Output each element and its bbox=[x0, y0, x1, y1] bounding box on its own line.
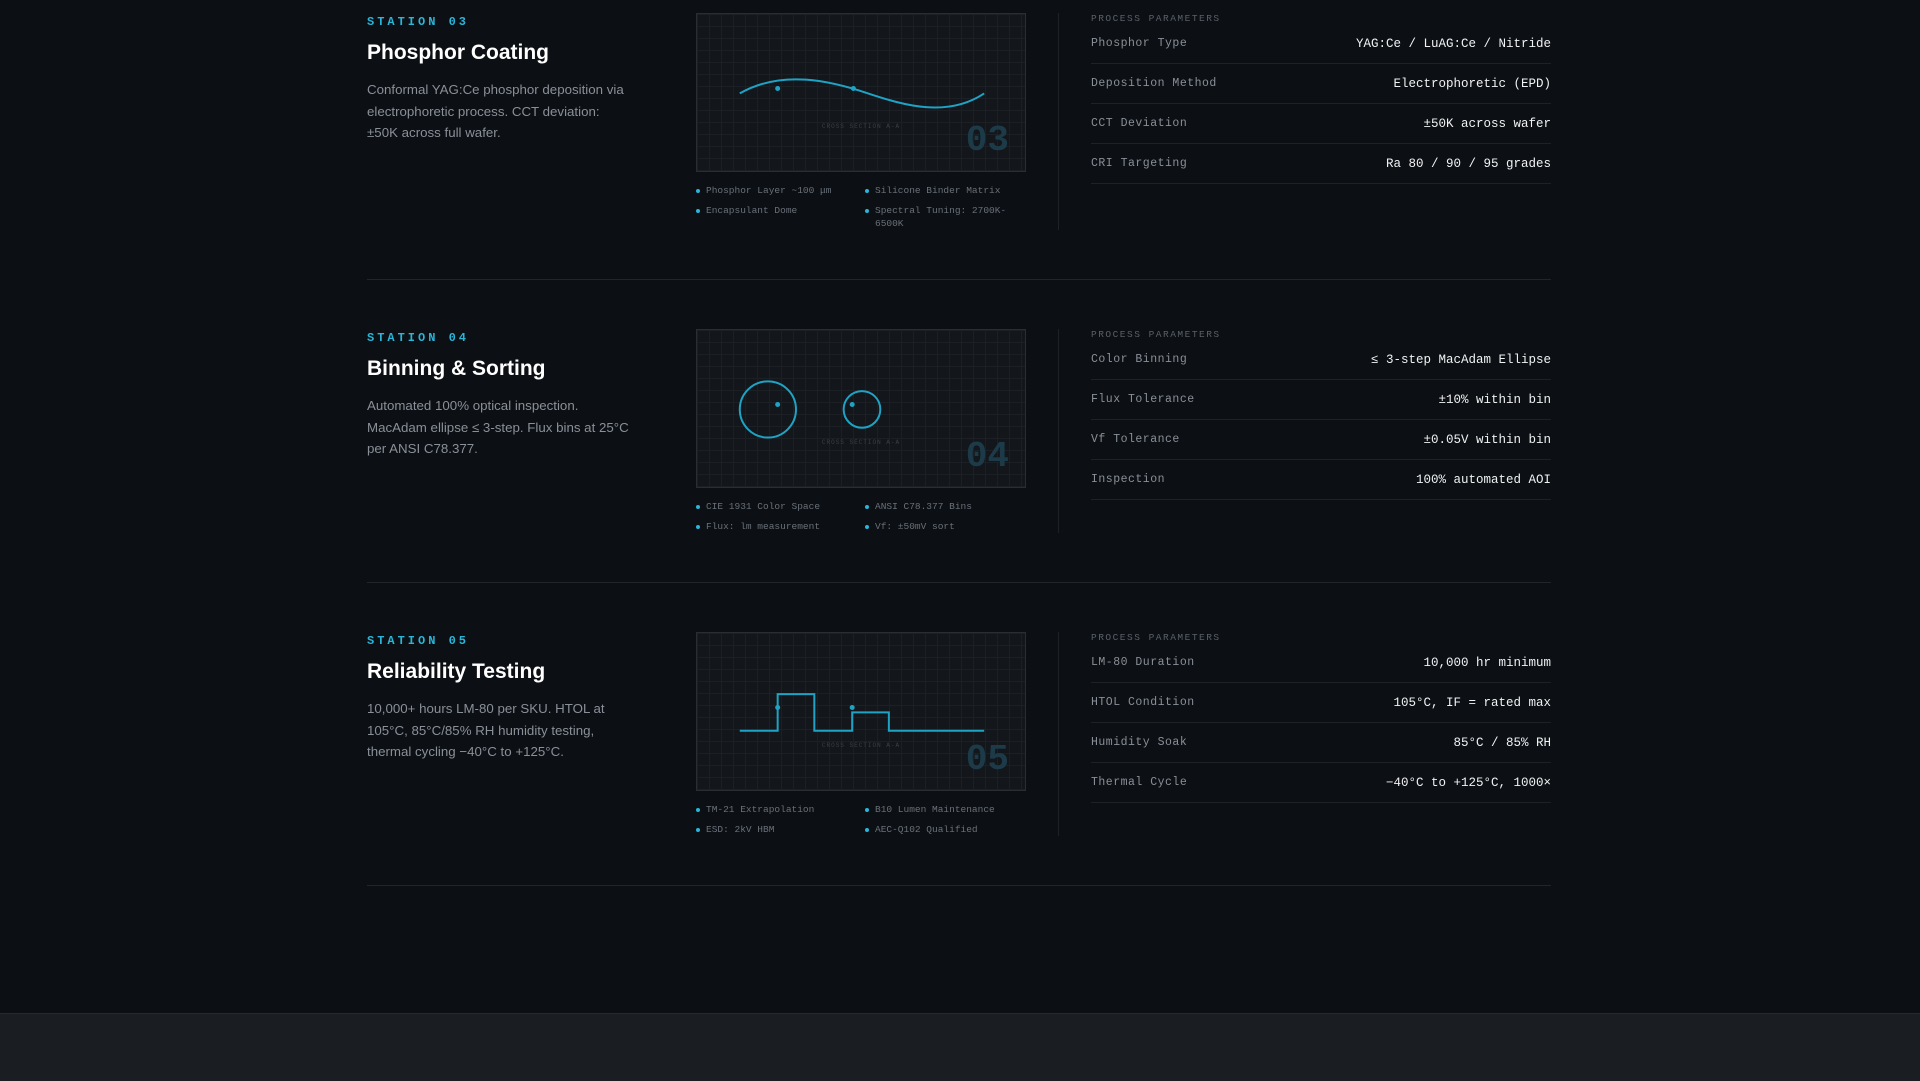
parameter-row: Color Binning ≤ 3-step MacAdam Ellipse bbox=[1091, 340, 1551, 380]
bullet: Vf: ±50mV sort bbox=[865, 520, 1026, 533]
parameter-row: CRI Targeting Ra 80 / 90 / 95 grades bbox=[1091, 144, 1551, 184]
parameters-header: PROCESS PARAMETERS bbox=[1091, 632, 1221, 643]
station-info: STATION 04 Binning & Sorting Automated 100… bbox=[367, 329, 630, 533]
diagram: CROSS SECTION A-A 05 bbox=[696, 632, 1026, 791]
station-label: STATION 04 bbox=[367, 331, 470, 345]
parameter-row: Deposition Method Electrophoretic (EPD) bbox=[1091, 64, 1551, 104]
parameter-row: Vf Tolerance ±0.05V within bin bbox=[1091, 420, 1551, 460]
parameter-value: 10,000 hr minimum bbox=[1423, 655, 1551, 670]
station-number: 04 bbox=[965, 436, 1009, 477]
parameter-label: Color Binning bbox=[1091, 353, 1188, 366]
parameters: PROCESS PARAMETERS Color Binning ≤ 3-step … bbox=[1059, 329, 1551, 533]
parameter-row: Humidity Soak 85°C / 85% RH bbox=[1091, 723, 1551, 763]
parameter-label: Inspection bbox=[1091, 473, 1166, 486]
parameters: PROCESS PARAMETERS Phosphor Type YAG:Ce / … bbox=[1059, 13, 1551, 230]
parameter-value: 105°C, IF = rated max bbox=[1393, 695, 1551, 710]
bullet-list: TM-21 Extrapolation B10 Lumen Maintenance… bbox=[696, 803, 1026, 836]
parameter-label: Humidity Soak bbox=[1091, 736, 1188, 749]
parameter-value: Ra 80 / 90 / 95 grades bbox=[1385, 156, 1551, 171]
diagram: CROSS SECTION A-A 03 bbox=[696, 13, 1026, 172]
parameter-label: Thermal Cycle bbox=[1091, 776, 1188, 789]
station-section: STATION 03 Phosphor Coating Conformal YAG:… bbox=[367, 0, 1551, 280]
station-title: Reliability Testing bbox=[367, 660, 546, 683]
bullet: Silicone Binder Matrix bbox=[865, 184, 1026, 197]
parameter-value: 100% automated AOI bbox=[1415, 472, 1551, 487]
station-description: 10,000+ hours LM-80 per SKU. HTOL at 105… bbox=[367, 701, 605, 759]
parameter-label: Flux Tolerance bbox=[1091, 393, 1195, 406]
station-description: Conformal YAG:Ce phosphor deposition via… bbox=[367, 82, 624, 140]
parameters-header: PROCESS PARAMETERS bbox=[1091, 329, 1221, 340]
parameter-value: ±50K across wafer bbox=[1423, 116, 1551, 131]
bullet: CIE 1931 Color Space bbox=[696, 500, 865, 513]
parameter-value: −40°C to +125°C, 1000× bbox=[1385, 775, 1551, 790]
station-number: 03 bbox=[965, 120, 1009, 161]
diagram-shape bbox=[739, 693, 985, 732]
parameter-value: ±10% within bin bbox=[1438, 392, 1551, 407]
parameter-row: Inspection 100% automated AOI bbox=[1091, 460, 1551, 500]
station-section: STATION 04 Binning & Sorting Automated 100… bbox=[367, 280, 1551, 583]
footer bbox=[0, 1013, 1920, 1081]
station-description: Automated 100% optical inspection. MacAd… bbox=[367, 398, 629, 456]
station-label: STATION 05 bbox=[367, 634, 470, 648]
station-number: 05 bbox=[965, 739, 1009, 780]
parameter-value: Electrophoretic (EPD) bbox=[1393, 76, 1551, 91]
bullet: Encapsulant Dome bbox=[696, 204, 865, 230]
diagram-column: CROSS SECTION A-A 03 Phosphor Layer ~100 μ… bbox=[696, 13, 1059, 230]
station-info: STATION 05 Reliability Testing 10,000+ hou… bbox=[367, 632, 630, 836]
diagram-caption: CROSS SECTION A-A bbox=[821, 439, 901, 446]
sections: STATION 03 Phosphor Coating Conformal YAG:… bbox=[367, 0, 1551, 886]
parameter-value: ±0.05V within bin bbox=[1423, 432, 1551, 447]
station-title: Phosphor Coating bbox=[367, 41, 549, 64]
parameter-row: CCT Deviation ±50K across wafer bbox=[1091, 104, 1551, 144]
parameter-label: CCT Deviation bbox=[1091, 117, 1188, 130]
parameters: PROCESS PARAMETERS LM-80 Duration 10,000 h… bbox=[1059, 632, 1551, 836]
parameter-row: HTOL Condition 105°C, IF = rated max bbox=[1091, 683, 1551, 723]
station-label: STATION 03 bbox=[367, 15, 470, 29]
parameter-label: Phosphor Type bbox=[1091, 37, 1188, 50]
parameter-value: YAG:Ce / LuAG:Ce / Nitride bbox=[1355, 36, 1551, 51]
station-title: Binning & Sorting bbox=[367, 357, 546, 380]
bullet: Spectral Tuning: 2700K-6500K bbox=[865, 204, 1026, 230]
diagram-column: CROSS SECTION A-A 04 CIE 1931 Color Space A… bbox=[696, 329, 1059, 533]
bullet-list: Phosphor Layer ~100 μm Silicone Binder Ma… bbox=[696, 184, 1026, 230]
diagram-column: CROSS SECTION A-A 05 TM-21 Extrapolation B1… bbox=[696, 632, 1059, 836]
bullet-list: CIE 1931 Color Space ANSI C78.377 Bins Flu… bbox=[696, 500, 1026, 533]
bullet: TM-21 Extrapolation bbox=[696, 803, 865, 816]
parameter-row: Thermal Cycle −40°C to +125°C, 1000× bbox=[1091, 763, 1551, 803]
diagram-caption: CROSS SECTION A-A bbox=[821, 123, 901, 130]
bullet: B10 Lumen Maintenance bbox=[865, 803, 1026, 816]
bullet: AEC-Q102 Qualified bbox=[865, 823, 1026, 836]
bullet: Phosphor Layer ~100 μm bbox=[696, 184, 865, 197]
station-section: STATION 05 Reliability Testing 10,000+ hou… bbox=[367, 583, 1551, 886]
diagram-shape bbox=[739, 78, 985, 109]
parameter-label: Vf Tolerance bbox=[1091, 433, 1180, 446]
parameter-value: ≤ 3-step MacAdam Ellipse bbox=[1370, 352, 1551, 367]
bullet: Flux: lm measurement bbox=[696, 520, 865, 533]
parameter-label: Deposition Method bbox=[1091, 77, 1217, 90]
bullet: ANSI C78.377 Bins bbox=[865, 500, 1026, 513]
parameter-row: Phosphor Type YAG:Ce / LuAG:Ce / Nitride bbox=[1091, 24, 1551, 64]
bullet: ESD: 2kV HBM bbox=[696, 823, 865, 836]
station-info: STATION 03 Phosphor Coating Conformal YAG:… bbox=[367, 13, 630, 230]
diagram-shape bbox=[738, 380, 882, 439]
parameter-label: LM-80 Duration bbox=[1091, 656, 1195, 669]
parameters-header: PROCESS PARAMETERS bbox=[1091, 13, 1221, 24]
parameter-label: HTOL Condition bbox=[1091, 696, 1195, 709]
diagram: CROSS SECTION A-A 04 bbox=[696, 329, 1026, 488]
diagram-caption: CROSS SECTION A-A bbox=[821, 742, 901, 749]
parameter-row: LM-80 Duration 10,000 hr minimum bbox=[1091, 643, 1551, 683]
parameter-row: Flux Tolerance ±10% within bin bbox=[1091, 380, 1551, 420]
parameter-label: CRI Targeting bbox=[1091, 157, 1188, 170]
parameter-value: 85°C / 85% RH bbox=[1453, 735, 1551, 750]
